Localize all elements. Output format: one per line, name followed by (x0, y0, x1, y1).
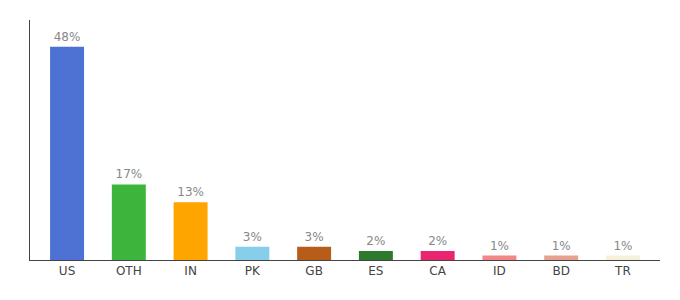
svg-text:IN: IN (184, 264, 197, 278)
svg-text:2%: 2% (366, 234, 385, 248)
svg-text:3%: 3% (305, 230, 324, 244)
svg-text:PK: PK (245, 264, 261, 278)
svg-text:GB: GB (305, 264, 323, 278)
svg-text:TR: TR (614, 264, 631, 278)
svg-text:13%: 13% (177, 185, 204, 199)
svg-text:BD: BD (552, 264, 569, 278)
svg-text:1%: 1% (613, 239, 632, 253)
svg-text:1%: 1% (552, 239, 571, 253)
svg-text:OTH: OTH (116, 264, 142, 278)
svg-text:17%: 17% (115, 167, 142, 181)
svg-text:2%: 2% (428, 234, 447, 248)
svg-text:ID: ID (493, 264, 506, 278)
svg-text:3%: 3% (243, 230, 262, 244)
svg-text:CA: CA (429, 264, 446, 278)
svg-text:48%: 48% (54, 30, 81, 44)
svg-text:ES: ES (368, 264, 383, 278)
svg-text:1%: 1% (490, 239, 509, 253)
svg-text:US: US (59, 264, 75, 278)
